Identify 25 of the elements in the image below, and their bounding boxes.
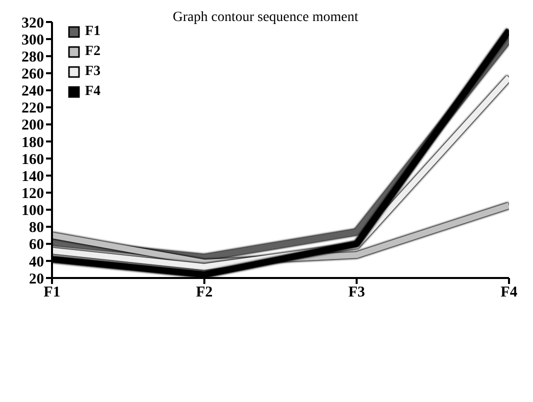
legend-label: F1 <box>85 24 101 40</box>
legend-label: F3 <box>85 64 101 80</box>
y-tick-label: 260 <box>22 66 44 83</box>
y-tick-label: 160 <box>22 152 44 168</box>
legend-label: F4 <box>85 84 101 100</box>
y-tick-label: 280 <box>22 49 44 66</box>
y-tick-label: 240 <box>22 84 44 100</box>
x-tick-label: F4 <box>500 284 518 301</box>
y-tick-label: 140 <box>22 168 44 185</box>
y-tick-label: 180 <box>22 134 44 151</box>
x-tick-label: F3 <box>348 284 366 301</box>
y-tick-label: 300 <box>22 32 44 48</box>
y-tick-label: 80 <box>29 220 44 236</box>
y-tick-label: 100 <box>22 203 44 220</box>
chart-title: Graph contour sequence moment <box>172 10 358 25</box>
y-tick-label: 320 <box>22 15 44 32</box>
y-tick-label: 60 <box>29 237 44 254</box>
x-tick-label: F2 <box>196 284 213 301</box>
y-tick-label: 40 <box>29 254 44 270</box>
y-tick-label: 20 <box>29 271 44 288</box>
x-tick-label: F1 <box>44 284 60 301</box>
legend-label: F2 <box>85 44 101 60</box>
y-tick-label: 120 <box>22 186 44 202</box>
y-tick-label: 220 <box>22 100 44 117</box>
y-tick-label: 200 <box>22 118 44 134</box>
